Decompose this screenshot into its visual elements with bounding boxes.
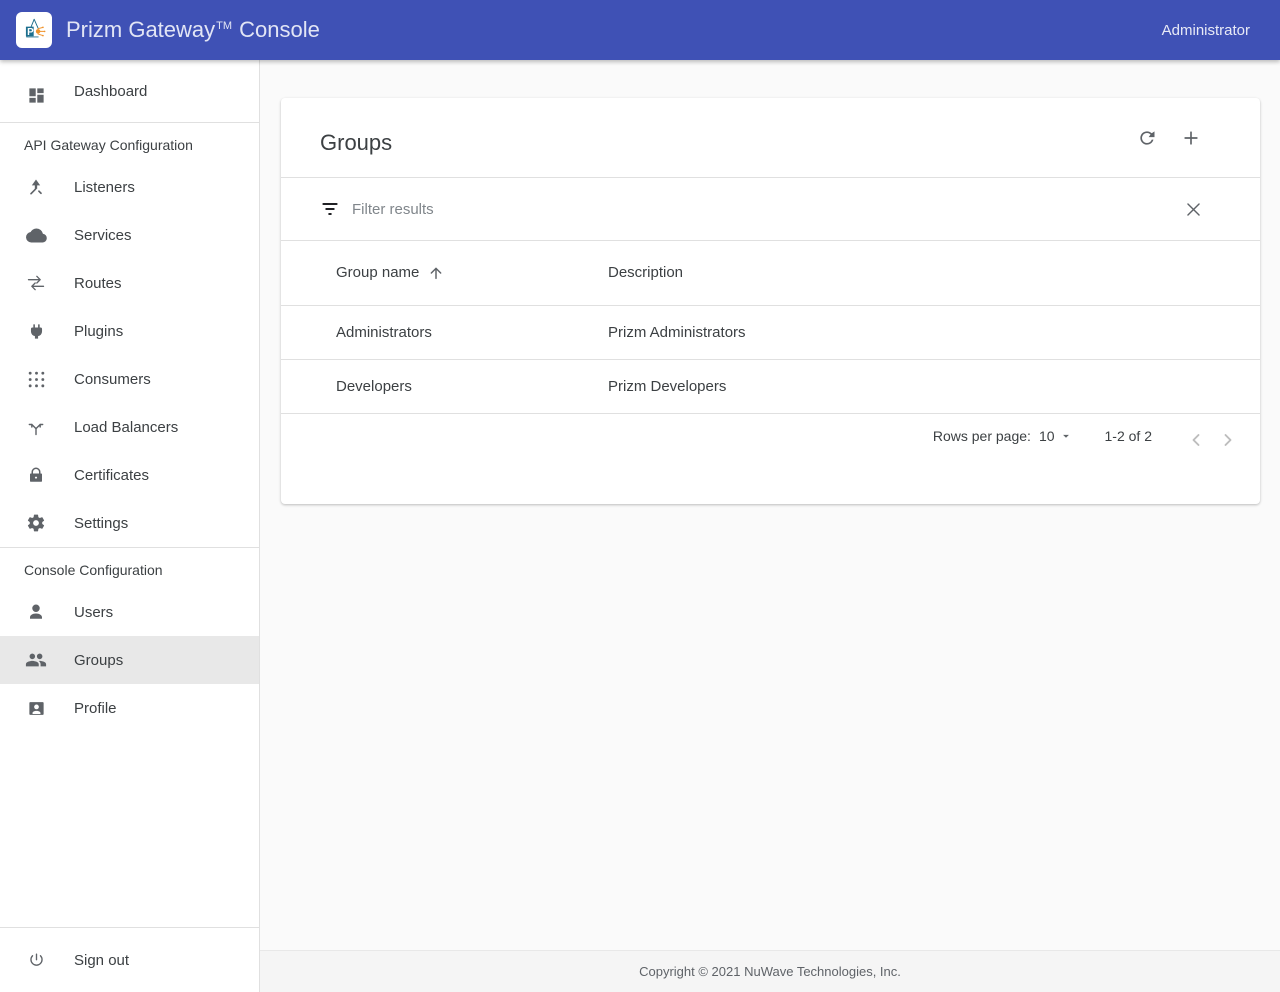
svg-text:P: P bbox=[27, 26, 34, 37]
